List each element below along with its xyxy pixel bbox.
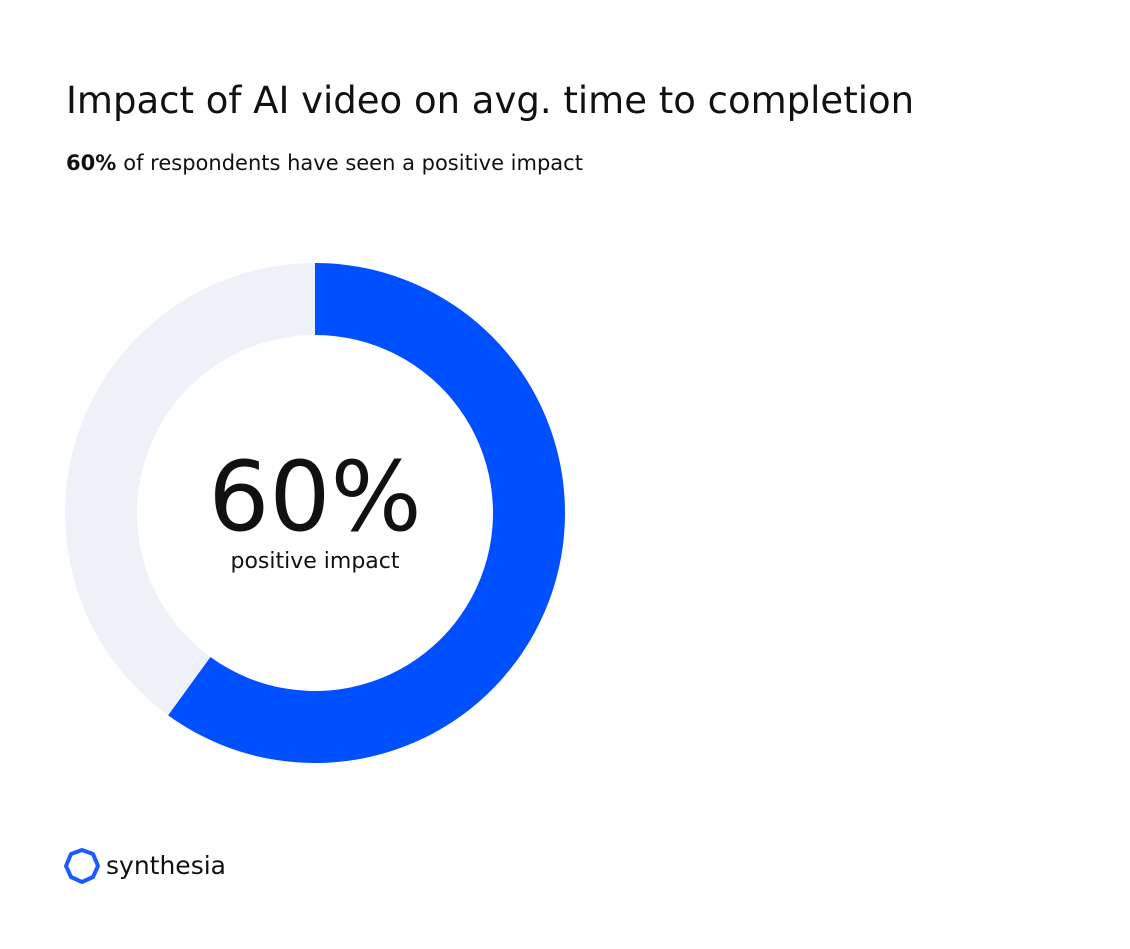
- chart-title: Impact of AI video on avg. time to compl…: [66, 79, 914, 122]
- logo-icon: [64, 848, 100, 884]
- brand-name: synthesia: [106, 851, 226, 880]
- center-label: positive impact: [231, 549, 400, 574]
- chart-subtitle: 60% of respondents have seen a positive i…: [66, 151, 583, 175]
- donut-segment: [64, 263, 315, 716]
- brand-logo: synthesia: [64, 848, 226, 884]
- subtitle-text: of respondents have seen a positive impa…: [123, 151, 583, 175]
- subtitle-highlight: 60%: [66, 151, 116, 175]
- donut: [64, 263, 565, 763]
- center-value: 60%: [208, 441, 421, 553]
- donut-segment: [168, 263, 565, 763]
